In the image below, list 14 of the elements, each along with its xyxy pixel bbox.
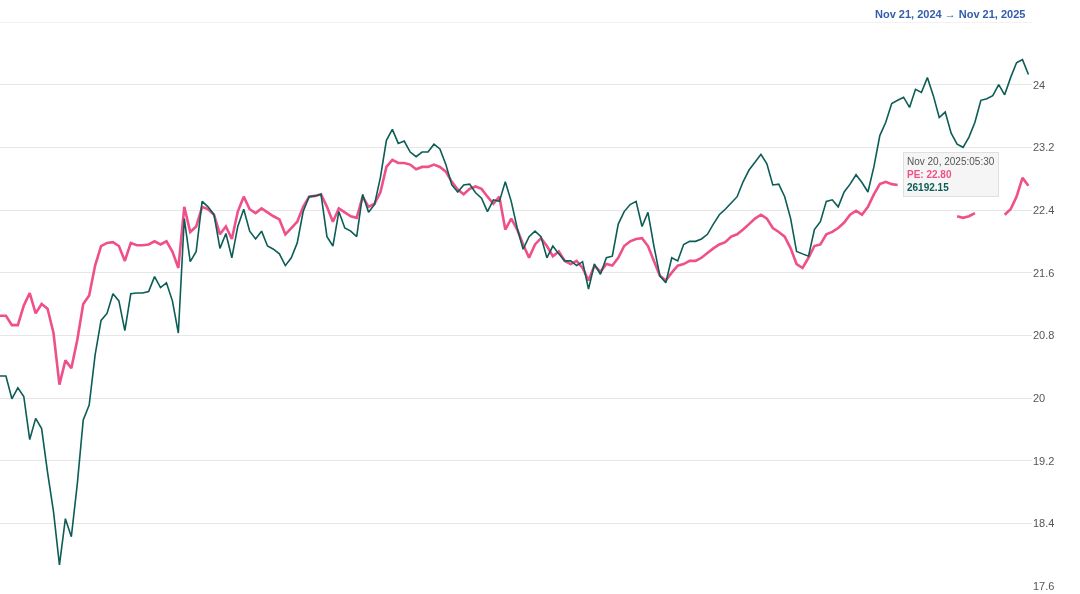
y-tick-label: 22.4: [1033, 203, 1055, 216]
y-tick-label: 20.8: [1033, 329, 1055, 342]
y-tick-label: 20: [1033, 391, 1046, 404]
text: Nov 21, 2024 → Nov 21, 2025: [875, 8, 1026, 20]
annotation: PE: 22.80: [907, 169, 952, 180]
y-tick-label: 23.2: [1033, 141, 1055, 154]
y-tick-label: 19.2: [1033, 454, 1055, 467]
annotation: Nov 20, 2025:05:30: [907, 156, 995, 167]
annotation: 26192.15: [907, 182, 950, 193]
y-tick-label: 24: [1033, 78, 1046, 91]
y-tick-label: 17.6: [1033, 579, 1055, 592]
line-series: [0, 58, 1030, 566]
y-tick-label: 21.6: [1033, 266, 1055, 279]
y-tick-label: 18.4: [1033, 517, 1055, 530]
